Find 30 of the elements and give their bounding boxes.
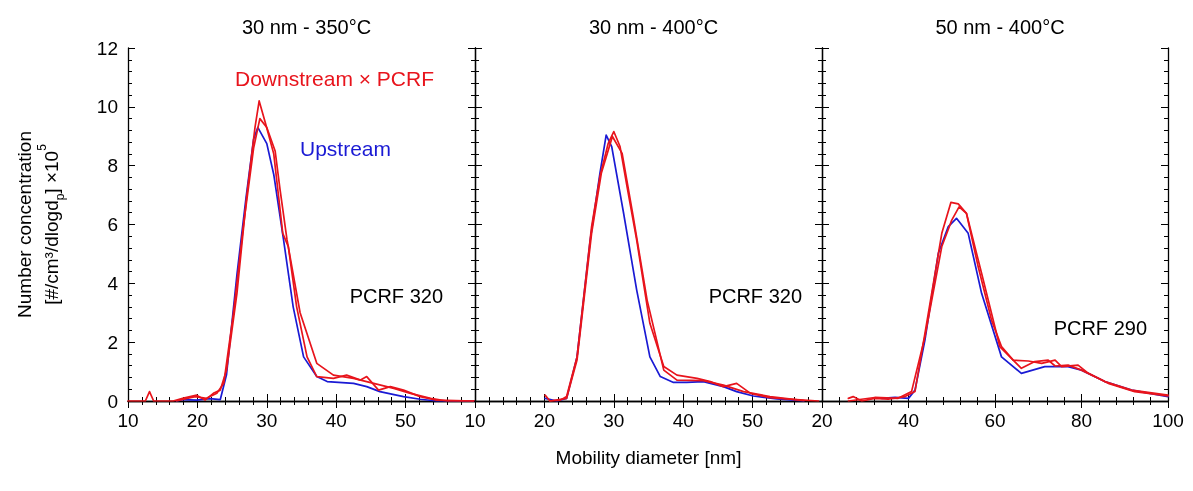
x-tick-label: 20 [186, 410, 208, 431]
annotation: PCRF 320 [349, 285, 444, 307]
x-tick-label: 30 [603, 410, 625, 431]
y-tick-label: 8 [107, 155, 118, 177]
x-tick-label: 40 [325, 410, 347, 431]
chart-title: 30 nm - 400°C [588, 16, 719, 38]
annotation: PCRF 320 [708, 285, 803, 307]
chart-title: 30 nm - 350°C [241, 16, 372, 38]
y-tick-label: 2 [107, 331, 118, 353]
chart-title: 50 nm - 400°C [935, 16, 1065, 38]
x-tick-label: 40 [897, 410, 920, 431]
y-tick-label: 12 [96, 37, 118, 59]
y-tick-label: 10 [96, 96, 118, 118]
y-tick-label: 4 [107, 272, 119, 294]
x-tick-label: 50 [742, 410, 764, 431]
y-tick-label: 0 [107, 390, 118, 412]
x-tick-label: 40 [672, 410, 694, 431]
x-tick-label: 10 [464, 410, 486, 431]
x-tick-label: 20 [533, 410, 555, 431]
x-axis-title: Mobility diameter [nm] [555, 446, 742, 468]
x-tick-label: 60 [984, 410, 1006, 431]
x-tick-label: 20 [811, 410, 833, 431]
annotation: PCRF 290 [1053, 317, 1148, 339]
x-tick-label: 80 [1070, 410, 1093, 431]
y-tick-label: 6 [107, 214, 118, 235]
x-tick-label: 50 [395, 410, 417, 431]
series-label: Downstream × PCRF [235, 67, 434, 90]
series-label: Upstream [300, 137, 392, 160]
x-tick-label: 30 [256, 410, 278, 431]
x-tick-label: 100 [1152, 410, 1184, 431]
